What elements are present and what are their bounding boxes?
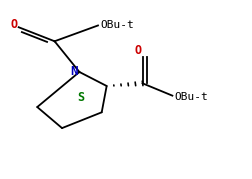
Text: N: N — [70, 65, 77, 78]
Text: S: S — [77, 91, 84, 104]
Text: O: O — [10, 18, 17, 31]
Text: O: O — [134, 44, 141, 57]
Text: OBu-t: OBu-t — [174, 91, 208, 101]
Text: OBu-t: OBu-t — [100, 20, 134, 30]
